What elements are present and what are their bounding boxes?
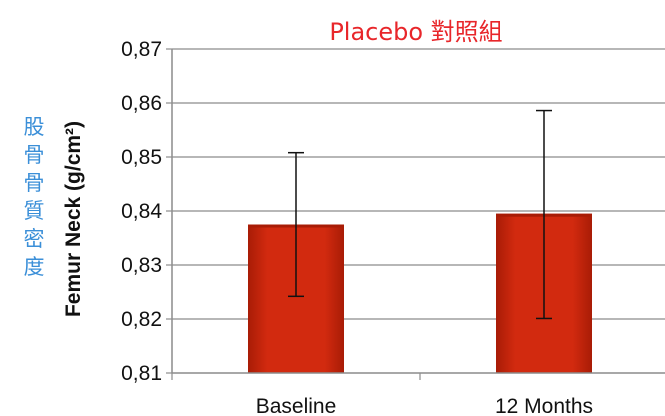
- side-label-char: 骨: [24, 171, 45, 195]
- y-tick-label: 0,84: [121, 200, 162, 223]
- y-tick-label: 0,83: [121, 254, 162, 277]
- chart-title: Placebo 對照組: [329, 18, 502, 46]
- x-tick-label: 12 Months: [495, 395, 593, 416]
- y-axis-label: Femur Neck (g/cm²): [62, 121, 85, 317]
- y-tick-label: 0,82: [121, 308, 162, 331]
- side-label-char: 質: [24, 199, 45, 223]
- y-tick-label: 0,87: [121, 38, 162, 61]
- side-label-char: 密: [24, 227, 45, 251]
- side-label-char: 度: [24, 255, 45, 279]
- bars: [248, 213, 592, 373]
- x-tick-labels: Baseline 12 Months: [171, 373, 593, 416]
- y-tick-label: 0,86: [121, 92, 162, 115]
- error-bars: [288, 109, 552, 320]
- y-tick-label: 0,81: [121, 362, 162, 385]
- y-tick-labels: 0,81 0,82 0,83 0,84 0,85 0,86 0,87: [121, 38, 162, 385]
- y-tick-label: 0,85: [121, 146, 162, 169]
- side-label-char: 骨: [24, 143, 45, 167]
- side-label-char: 股: [24, 115, 45, 139]
- x-tick-label: Baseline: [256, 395, 337, 416]
